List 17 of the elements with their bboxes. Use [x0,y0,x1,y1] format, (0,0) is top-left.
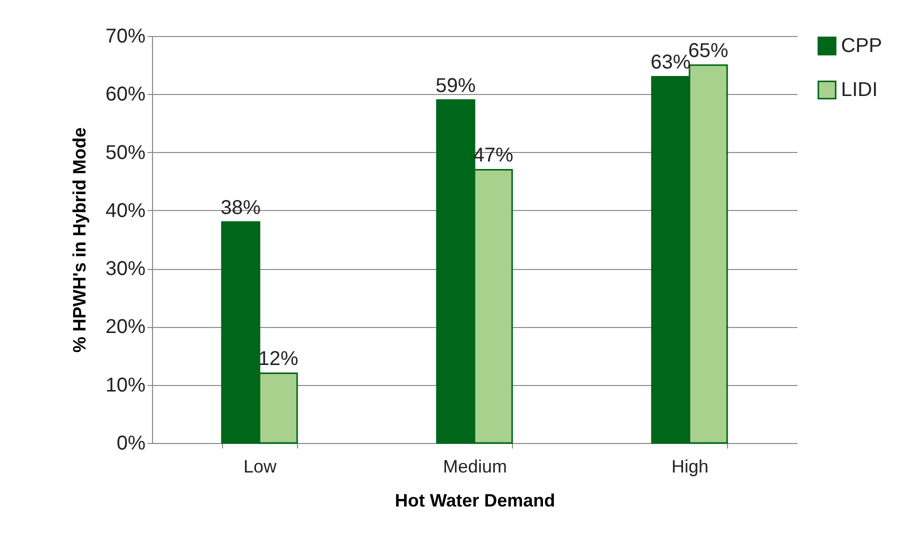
y-tick-label: 50% [105,142,146,164]
x-tick-label: High [671,456,709,476]
y-tick-label: 10% [105,374,146,396]
y-tick-label: 40% [105,200,146,222]
x-tick-label: Low [243,456,278,476]
y-tick-label: 70% [105,26,146,48]
y-tick-label: 60% [105,84,146,106]
y-tick-label: 0% [116,432,146,454]
legend-label: LIDI [841,79,878,101]
x-axis-title: Hot Water Demand [394,490,556,510]
data-label: 38% [220,197,261,220]
y-tick-label: 30% [105,258,146,280]
legend-label: CPP [841,35,882,57]
y-axis-title: % HPWH's in Hybrid Mode [69,127,90,353]
data-label: 59% [436,74,476,97]
x-tick-label: Medium [442,456,508,476]
y-tick-label: 20% [105,316,146,338]
